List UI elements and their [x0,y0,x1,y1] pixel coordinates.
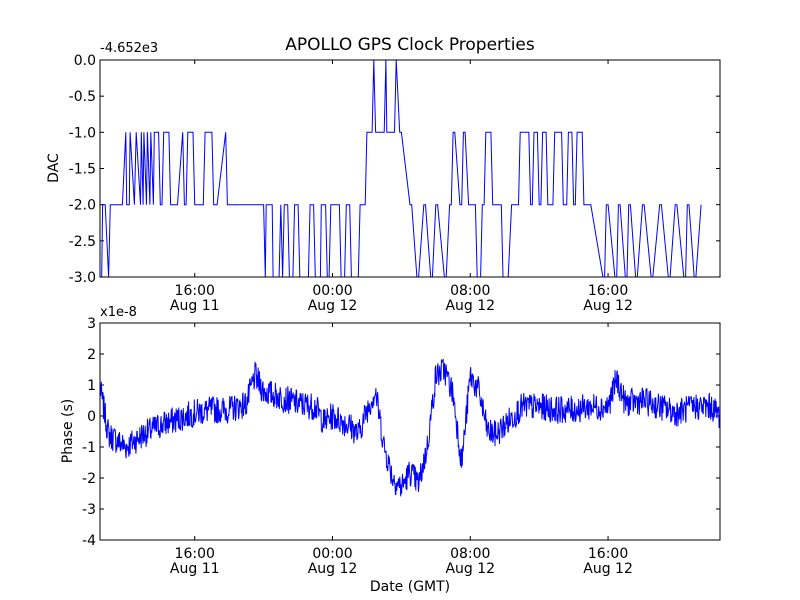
y-tick-label: 2 [87,347,96,363]
chart-title: APOLLO GPS Clock Properties [285,35,535,55]
dac-ylabel: DAC [46,153,62,183]
y-tick-label: -2 [82,471,96,487]
y-tick-label: 3 [87,316,96,332]
y-tick-label: -3.0 [69,270,96,286]
x-tick-time-label: 16:00 [175,546,215,562]
y-tick-label: 1 [87,378,96,394]
x-tick-time-label: 08:00 [450,546,490,562]
y-tick-label: 0 [87,409,96,425]
y-tick-label: -1.5 [69,162,96,178]
y-tick-label: -1 [82,440,96,456]
y-tick-label: -2.5 [69,234,96,250]
x-tick-time-label: 08:00 [450,283,490,299]
phase-series-line [99,358,721,497]
x-tick-date-label: Aug 11 [170,561,220,577]
x-tick-date-label: Aug 12 [445,561,495,577]
y-tick-label: -1.0 [69,125,96,141]
x-tick-time-label: 16:00 [588,283,628,299]
x-tick-date-label: Aug 12 [583,561,633,577]
x-tick-time-label: 16:00 [588,546,628,562]
dac-series-line [100,59,702,278]
x-tick-date-label: Aug 12 [308,561,358,577]
x-tick-date-label: Aug 12 [308,298,358,314]
phase-plot-frame [99,322,721,541]
x-tick-date-label: Aug 11 [170,298,220,314]
y-tick-label: 0.0 [74,53,96,69]
y-tick-label: -0.5 [69,89,96,105]
dac-plot-frame [99,59,721,278]
phase-offset-label: x1e-8 [100,305,137,320]
x-tick-date-label: Aug 12 [445,298,495,314]
dac-panel: APOLLO GPS Clock Properties -4.652e3 DAC… [46,35,721,314]
x-tick-date-label: Aug 12 [583,298,633,314]
x-tick-time-label: 16:00 [175,283,215,299]
x-tick-time-label: 00:00 [312,546,352,562]
y-tick-label: -3 [82,502,96,518]
phase-ylabel: Phase (s) [60,399,76,463]
phase-xlabel: Date (GMT) [370,579,450,595]
x-tick-time-label: 00:00 [312,283,352,299]
y-tick-label: -2.0 [69,198,96,214]
y-tick-label: -4 [82,533,96,549]
dac-y-axis: 0.0 -0.5 -1.0 -1.5 -2.0 -2.5 -3.0 [69,53,720,286]
dac-offset-label: -4.652e3 [100,41,158,56]
phase-y-axis: 3 2 1 0 -1 -2 -3 -4 [82,316,720,549]
